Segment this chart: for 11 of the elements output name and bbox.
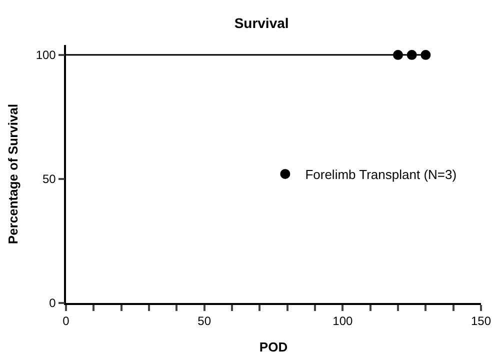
y-tick-label: 0 xyxy=(49,296,56,310)
x-tick-label: 150 xyxy=(470,314,492,328)
x-tick-label: 0 xyxy=(62,314,70,328)
x-tick-label: 100 xyxy=(332,314,353,328)
x-tick-label: 50 xyxy=(198,314,212,328)
x-axis-title: POD xyxy=(259,339,288,354)
chart-title: Survival xyxy=(234,15,289,31)
y-axis-title: Percentage of Survival xyxy=(5,104,20,244)
y-tick-label: 50 xyxy=(42,172,56,186)
y-tick-label: 100 xyxy=(36,48,56,62)
legend-label: Forelimb Transplant (N=3) xyxy=(305,167,457,182)
